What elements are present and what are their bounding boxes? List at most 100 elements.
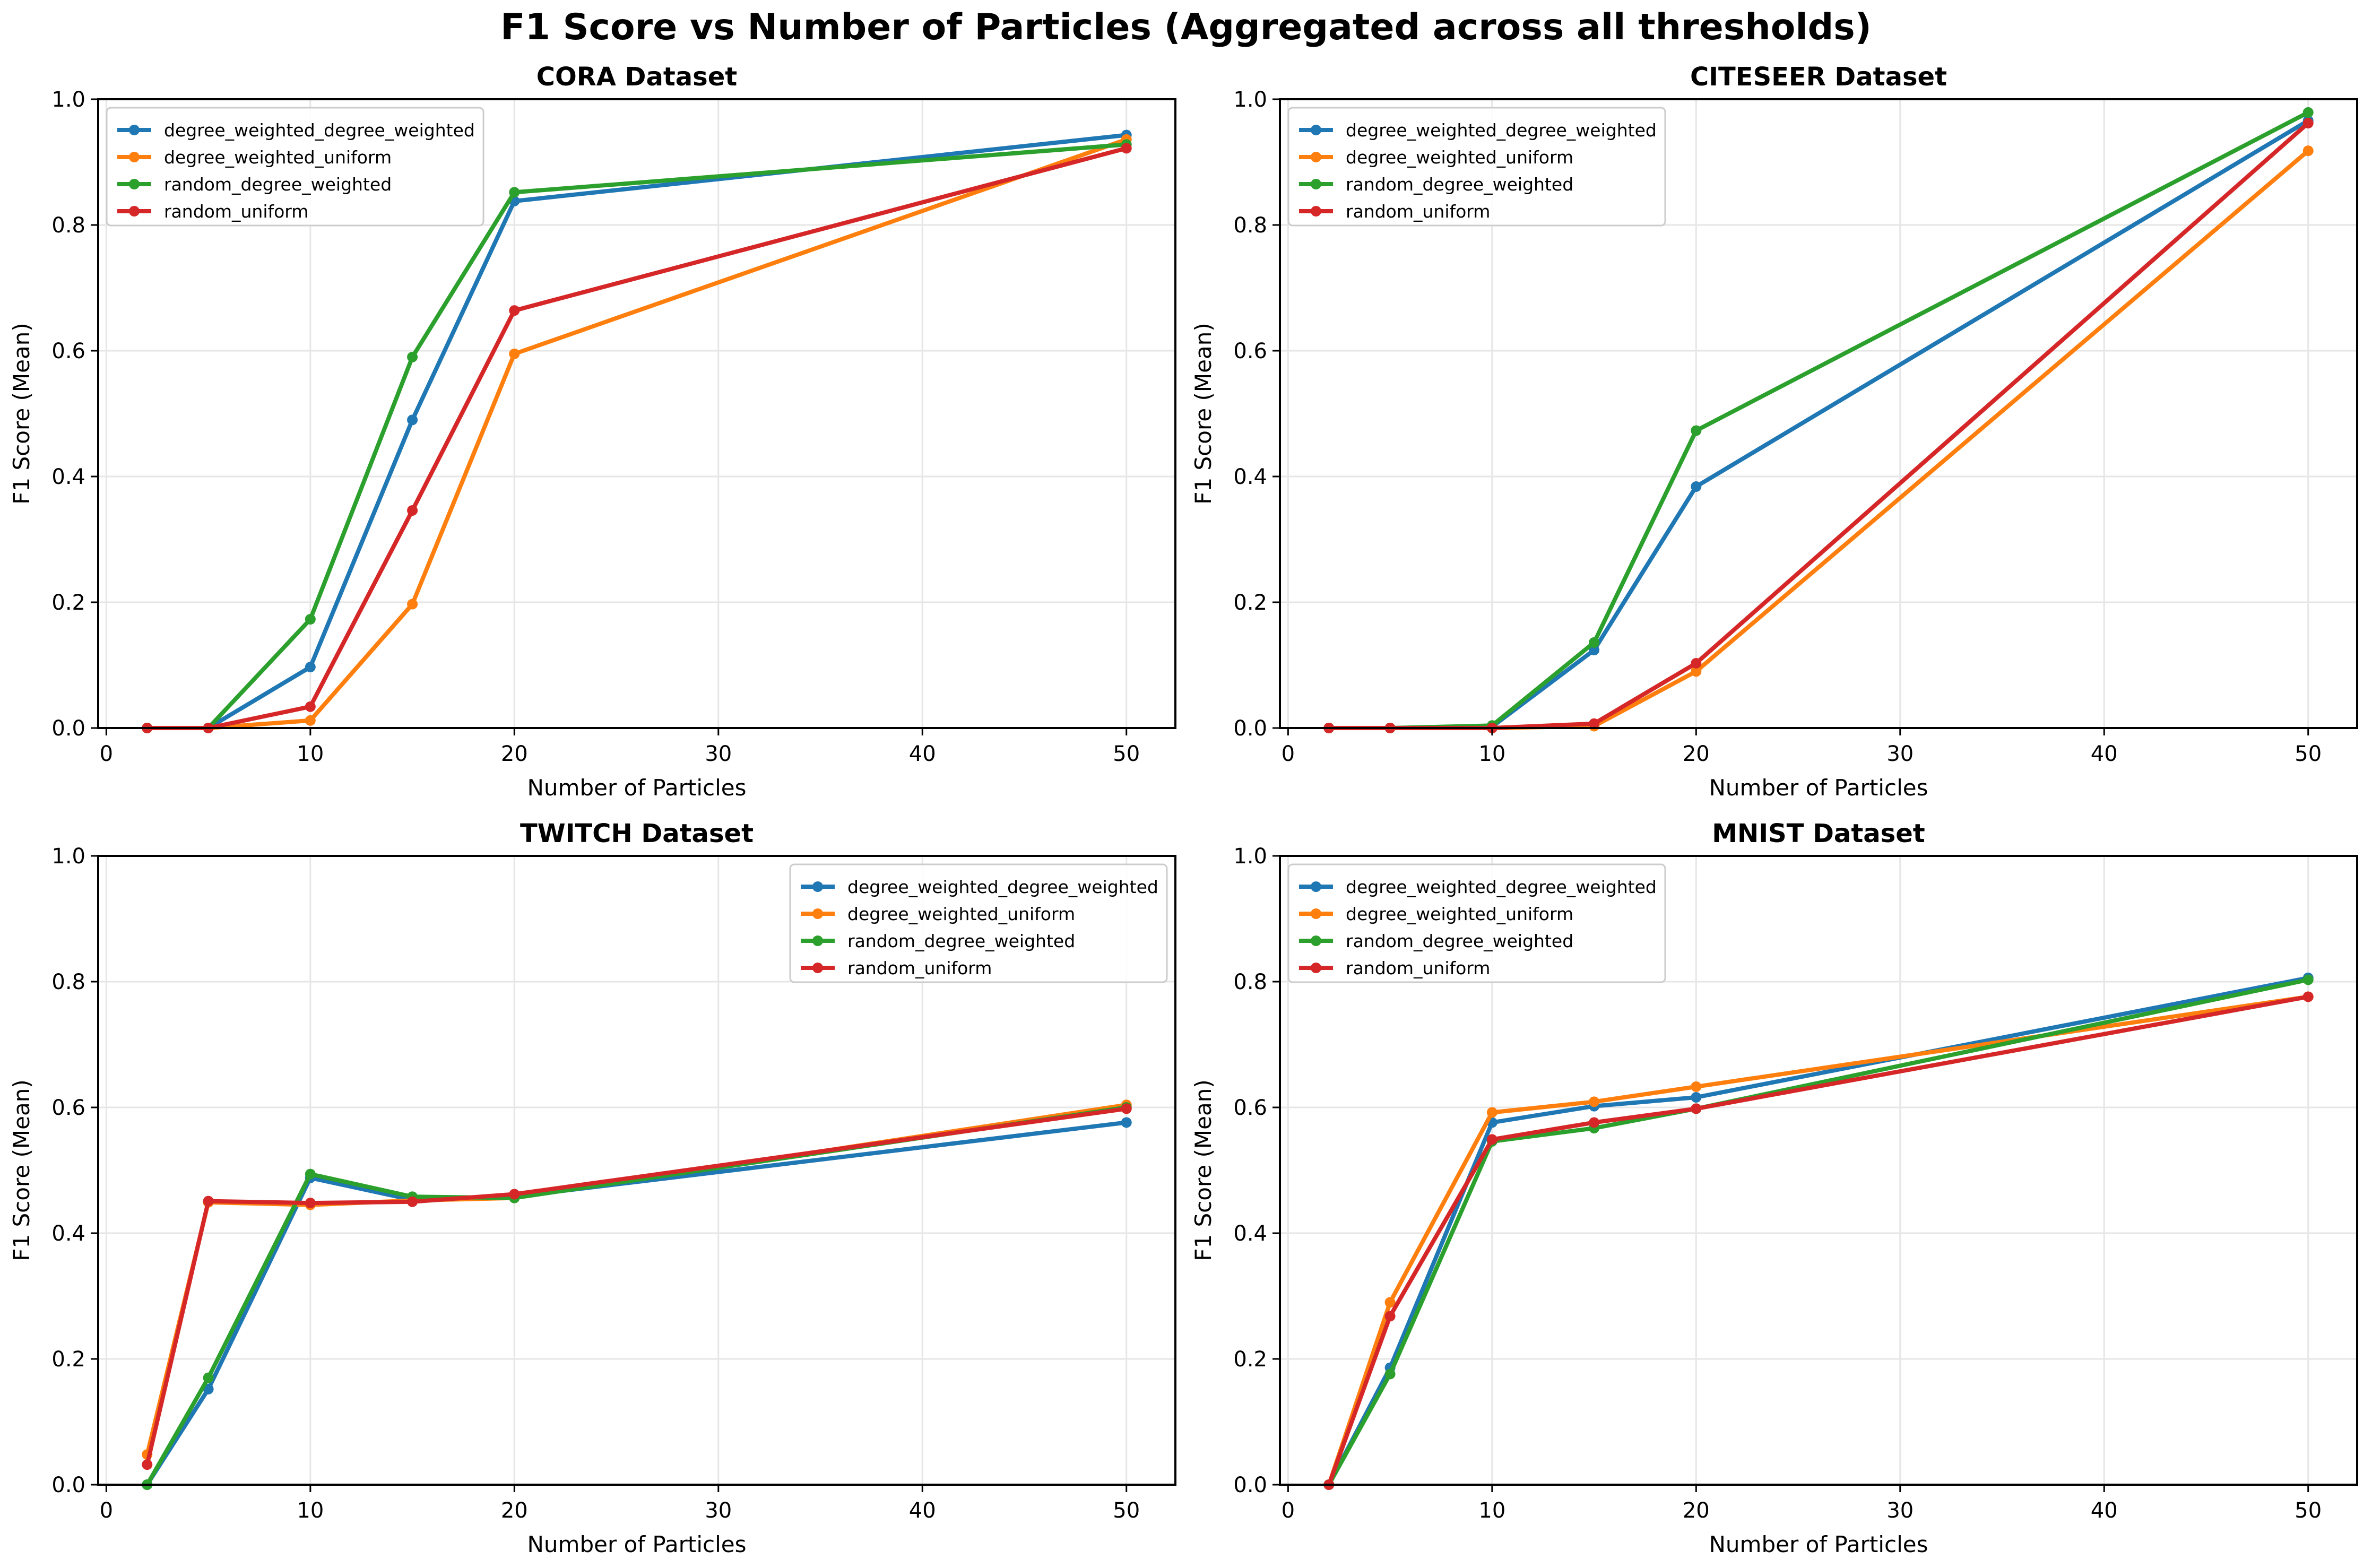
figure-title: F1 Score vs Number of Particles (Aggrega… [500, 6, 1872, 48]
plot-frame [1279, 855, 2358, 1486]
chart-panel-2: 0 10 20 30 40 50 0.0 0.2 0.4 0.6 0.8 1.0 TWITCH Data… [8, 819, 1176, 1557]
x-axis-label: Number of Particles [1709, 1531, 1928, 1557]
data-point [1589, 637, 1600, 648]
x-tick-label: 30 [1886, 742, 1914, 766]
data-point [305, 613, 316, 625]
data-point [2302, 107, 2314, 118]
data-point [1486, 1134, 1497, 1145]
plot-frame [97, 855, 1176, 1486]
legend: degree_weighted_degree_weighted degree_we… [1287, 863, 1666, 983]
y-tick-label: 0.8 [51, 970, 85, 994]
x-tick-label: 40 [909, 742, 936, 766]
legend-label: random_uniform [1346, 201, 1490, 222]
legend-label: random_uniform [164, 201, 308, 222]
y-tick-label: 0.2 [1233, 1347, 1267, 1372]
legend-marker [1311, 881, 1321, 892]
data-point [203, 1372, 214, 1383]
data-point [407, 505, 418, 516]
chart-title: CORA Dataset [536, 62, 738, 92]
y-axis-label: F1 Score (Mean) [1190, 1079, 1216, 1261]
data-point [1486, 1107, 1497, 1118]
data-point [1691, 666, 1702, 677]
data-point [2302, 118, 2314, 129]
chart-panel-0: 0 10 20 30 40 50 0.0 0.2 0.4 0.6 0.8 1.0 CORA Datase… [8, 62, 1176, 801]
legend-marker [812, 935, 823, 946]
y-tick-label: 0.4 [51, 465, 85, 489]
y-tick-label: 1.0 [1233, 88, 1267, 112]
legend-label: degree_weighted_uniform [1346, 147, 1573, 168]
legend-marker [812, 908, 823, 919]
data-point [305, 715, 316, 726]
x-tick-label: 50 [2295, 1498, 2322, 1523]
y-axis-label: F1 Score (Mean) [8, 1079, 34, 1261]
x-tick-label: 10 [297, 742, 324, 766]
data-point [305, 701, 316, 712]
legend-marker [1311, 935, 1321, 946]
y-tick-label: 1.0 [51, 88, 85, 112]
legend-label: degree_weighted_uniform [847, 904, 1075, 924]
y-tick-label: 0.0 [51, 1473, 85, 1497]
y-tick-label: 0.2 [51, 591, 85, 615]
y-tick-label: 0.4 [51, 1222, 85, 1246]
legend-box [106, 107, 484, 227]
chart-panel-1: 0 10 20 30 40 50 0.0 0.2 0.4 0.6 0.8 1.0 CITESEER Da… [1190, 62, 2358, 801]
data-point [1589, 645, 1600, 656]
x-tick-label: 40 [909, 1498, 936, 1523]
data-point [203, 1196, 214, 1207]
data-point [1384, 1368, 1396, 1380]
data-point [407, 414, 418, 426]
legend-label: random_uniform [847, 958, 992, 978]
x-axis-label: Number of Particles [1709, 775, 1928, 801]
legend-marker [1311, 908, 1321, 919]
x-tick-label: 40 [2091, 1498, 2118, 1523]
data-point [407, 1196, 418, 1207]
legend-box [1287, 107, 1666, 227]
series-line-degree_weighted_degree_weighted [1327, 975, 2309, 1486]
y-tick-label: 0.0 [1233, 1473, 1267, 1497]
data-point [2302, 145, 2314, 157]
series-line-degree_weighted_uniform [1329, 149, 2310, 730]
data-point [407, 599, 418, 610]
y-tick-label: 0.4 [1233, 465, 1267, 489]
legend-marker [129, 125, 140, 135]
y-tick-label: 0.0 [1233, 716, 1267, 741]
y-tick-label: 0.6 [1233, 339, 1267, 363]
data-point [509, 187, 520, 198]
y-tick-label: 0.8 [1233, 213, 1267, 238]
plot-frame [97, 98, 1176, 729]
series-line-random_degree_weighted [147, 142, 1127, 730]
x-tick-label: 10 [1478, 742, 1505, 766]
data-point [1384, 1297, 1396, 1308]
x-tick-label: 20 [501, 1498, 528, 1523]
x-tick-label: 50 [1113, 742, 1140, 766]
data-point [509, 1189, 520, 1200]
chart-panel-3: 0 10 20 30 40 50 0.0 0.2 0.4 0.6 0.8 1.0 MNIST Datas… [1190, 819, 2358, 1557]
data-point [2302, 991, 2314, 1002]
y-tick-label: 0.6 [51, 1096, 85, 1120]
x-tick-label: 30 [705, 1498, 732, 1523]
x-tick-label: 0 [1282, 1498, 1295, 1523]
x-tick-label: 20 [1683, 742, 1710, 766]
legend-label: degree_weighted_uniform [1346, 904, 1573, 924]
chart-title: MNIST Dataset [1712, 819, 1925, 848]
chart-title: TWITCH Dataset [520, 819, 754, 848]
legend-label: random_degree_weighted [164, 174, 392, 195]
data-point [1691, 1081, 1702, 1092]
legend-label: degree_weighted_degree_weighted [1346, 877, 1657, 897]
y-tick-label: 0.8 [51, 213, 85, 238]
x-tick-label: 0 [100, 1498, 113, 1523]
x-tick-label: 10 [297, 1498, 324, 1523]
data-point [142, 1459, 153, 1470]
x-tick-label: 20 [1683, 1498, 1710, 1523]
series-line-random_degree_weighted [1327, 977, 2309, 1486]
data-point [1589, 1117, 1600, 1128]
x-tick-label: 40 [2091, 742, 2118, 766]
data-point [1121, 1117, 1132, 1128]
legend-marker [1311, 179, 1321, 189]
data-point [1691, 657, 1702, 669]
legend-box [789, 863, 1168, 983]
y-tick-label: 1.0 [51, 844, 85, 869]
data-point [509, 305, 520, 316]
legend-marker [129, 206, 140, 216]
y-tick-label: 0.6 [51, 339, 85, 363]
